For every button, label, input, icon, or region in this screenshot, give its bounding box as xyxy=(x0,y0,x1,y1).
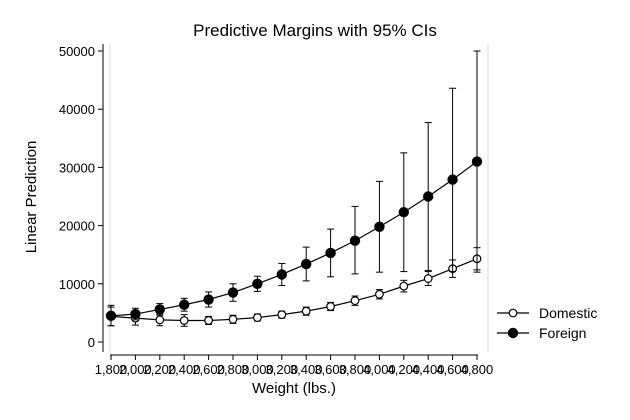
domestic-point xyxy=(399,281,409,291)
domestic-point xyxy=(179,316,189,325)
foreign-point xyxy=(203,294,214,305)
domestic-point xyxy=(350,296,360,306)
foreign-point xyxy=(398,207,409,218)
x-tick-label: 3,000 xyxy=(241,362,274,377)
foreign-point xyxy=(301,258,312,270)
domestic-point xyxy=(326,302,336,311)
legend-marker-domestic xyxy=(508,308,518,318)
series-domestic xyxy=(106,247,482,327)
series-layer xyxy=(105,50,483,327)
foreign-point xyxy=(325,247,336,259)
foreign-point xyxy=(349,235,361,246)
y-tick-label: 20000 xyxy=(59,219,95,234)
y-tick-label: 40000 xyxy=(59,102,95,117)
y-axis-title: Linear Prediction xyxy=(23,141,40,254)
foreign-point xyxy=(374,221,385,232)
foreign-point xyxy=(276,269,287,280)
x-tick-label: 2,600 xyxy=(192,362,225,377)
chart-title: Predictive Margins with 95% CIs xyxy=(193,21,437,40)
x-tick-label: 1,800 xyxy=(95,362,128,377)
legend-label-foreign: Foreign xyxy=(539,325,586,341)
x-tick-label: 4,000 xyxy=(363,362,396,377)
domestic-point xyxy=(155,315,165,325)
foreign-point xyxy=(423,191,434,202)
foreign-point xyxy=(178,299,190,310)
x-tick-label: 4,400 xyxy=(412,362,445,377)
domestic-point xyxy=(423,274,433,283)
x-axis-title: Weight (lbs.) xyxy=(252,380,336,397)
domestic-point xyxy=(301,306,311,316)
domestic-point xyxy=(204,316,214,325)
x-tick-label: 4,600 xyxy=(436,362,469,377)
domestic-line xyxy=(110,258,478,322)
foreign-point xyxy=(154,304,165,315)
x-tick-label: 2,000 xyxy=(119,362,152,377)
domestic-point xyxy=(277,310,287,320)
x-tick-label: 2,200 xyxy=(144,362,177,377)
x-tick-label: 4,800 xyxy=(461,362,494,377)
x-tick-label: 3,800 xyxy=(339,362,372,377)
foreign-point xyxy=(227,287,239,298)
domestic-point xyxy=(228,314,238,324)
foreign-point xyxy=(105,310,117,322)
y-tick-label: 30000 xyxy=(59,160,95,175)
x-tick-label: 2,400 xyxy=(168,362,201,377)
x-tick-label: 2,800 xyxy=(217,362,250,377)
legend-label-domestic: Domestic xyxy=(539,305,597,321)
domestic-point xyxy=(252,313,262,322)
x-tick-label: 4,200 xyxy=(388,362,421,377)
foreign-point xyxy=(471,156,483,167)
foreign-point xyxy=(447,174,458,185)
legend-marker-foreign xyxy=(507,327,519,339)
foreign-point xyxy=(252,278,263,289)
x-tick-label: 3,400 xyxy=(290,362,323,377)
y-tick-label: 10000 xyxy=(59,277,95,292)
legend: Domestic Foreign xyxy=(497,305,597,341)
y-tick-label: 50000 xyxy=(59,44,95,59)
y-ticks: 0 10000 20000 30000 40000 50000 xyxy=(59,44,103,350)
foreign-line xyxy=(110,161,478,317)
x-ticks: 1,8002,0002,2002,4002,6002,8003,0003,200… xyxy=(95,355,494,377)
x-tick-label: 3,600 xyxy=(314,362,347,377)
series-foreign xyxy=(105,50,483,327)
foreign-point xyxy=(130,308,141,320)
domestic-point xyxy=(375,289,384,299)
x-tick-label: 3,200 xyxy=(266,362,299,377)
y-tick-label: 0 xyxy=(88,335,95,350)
